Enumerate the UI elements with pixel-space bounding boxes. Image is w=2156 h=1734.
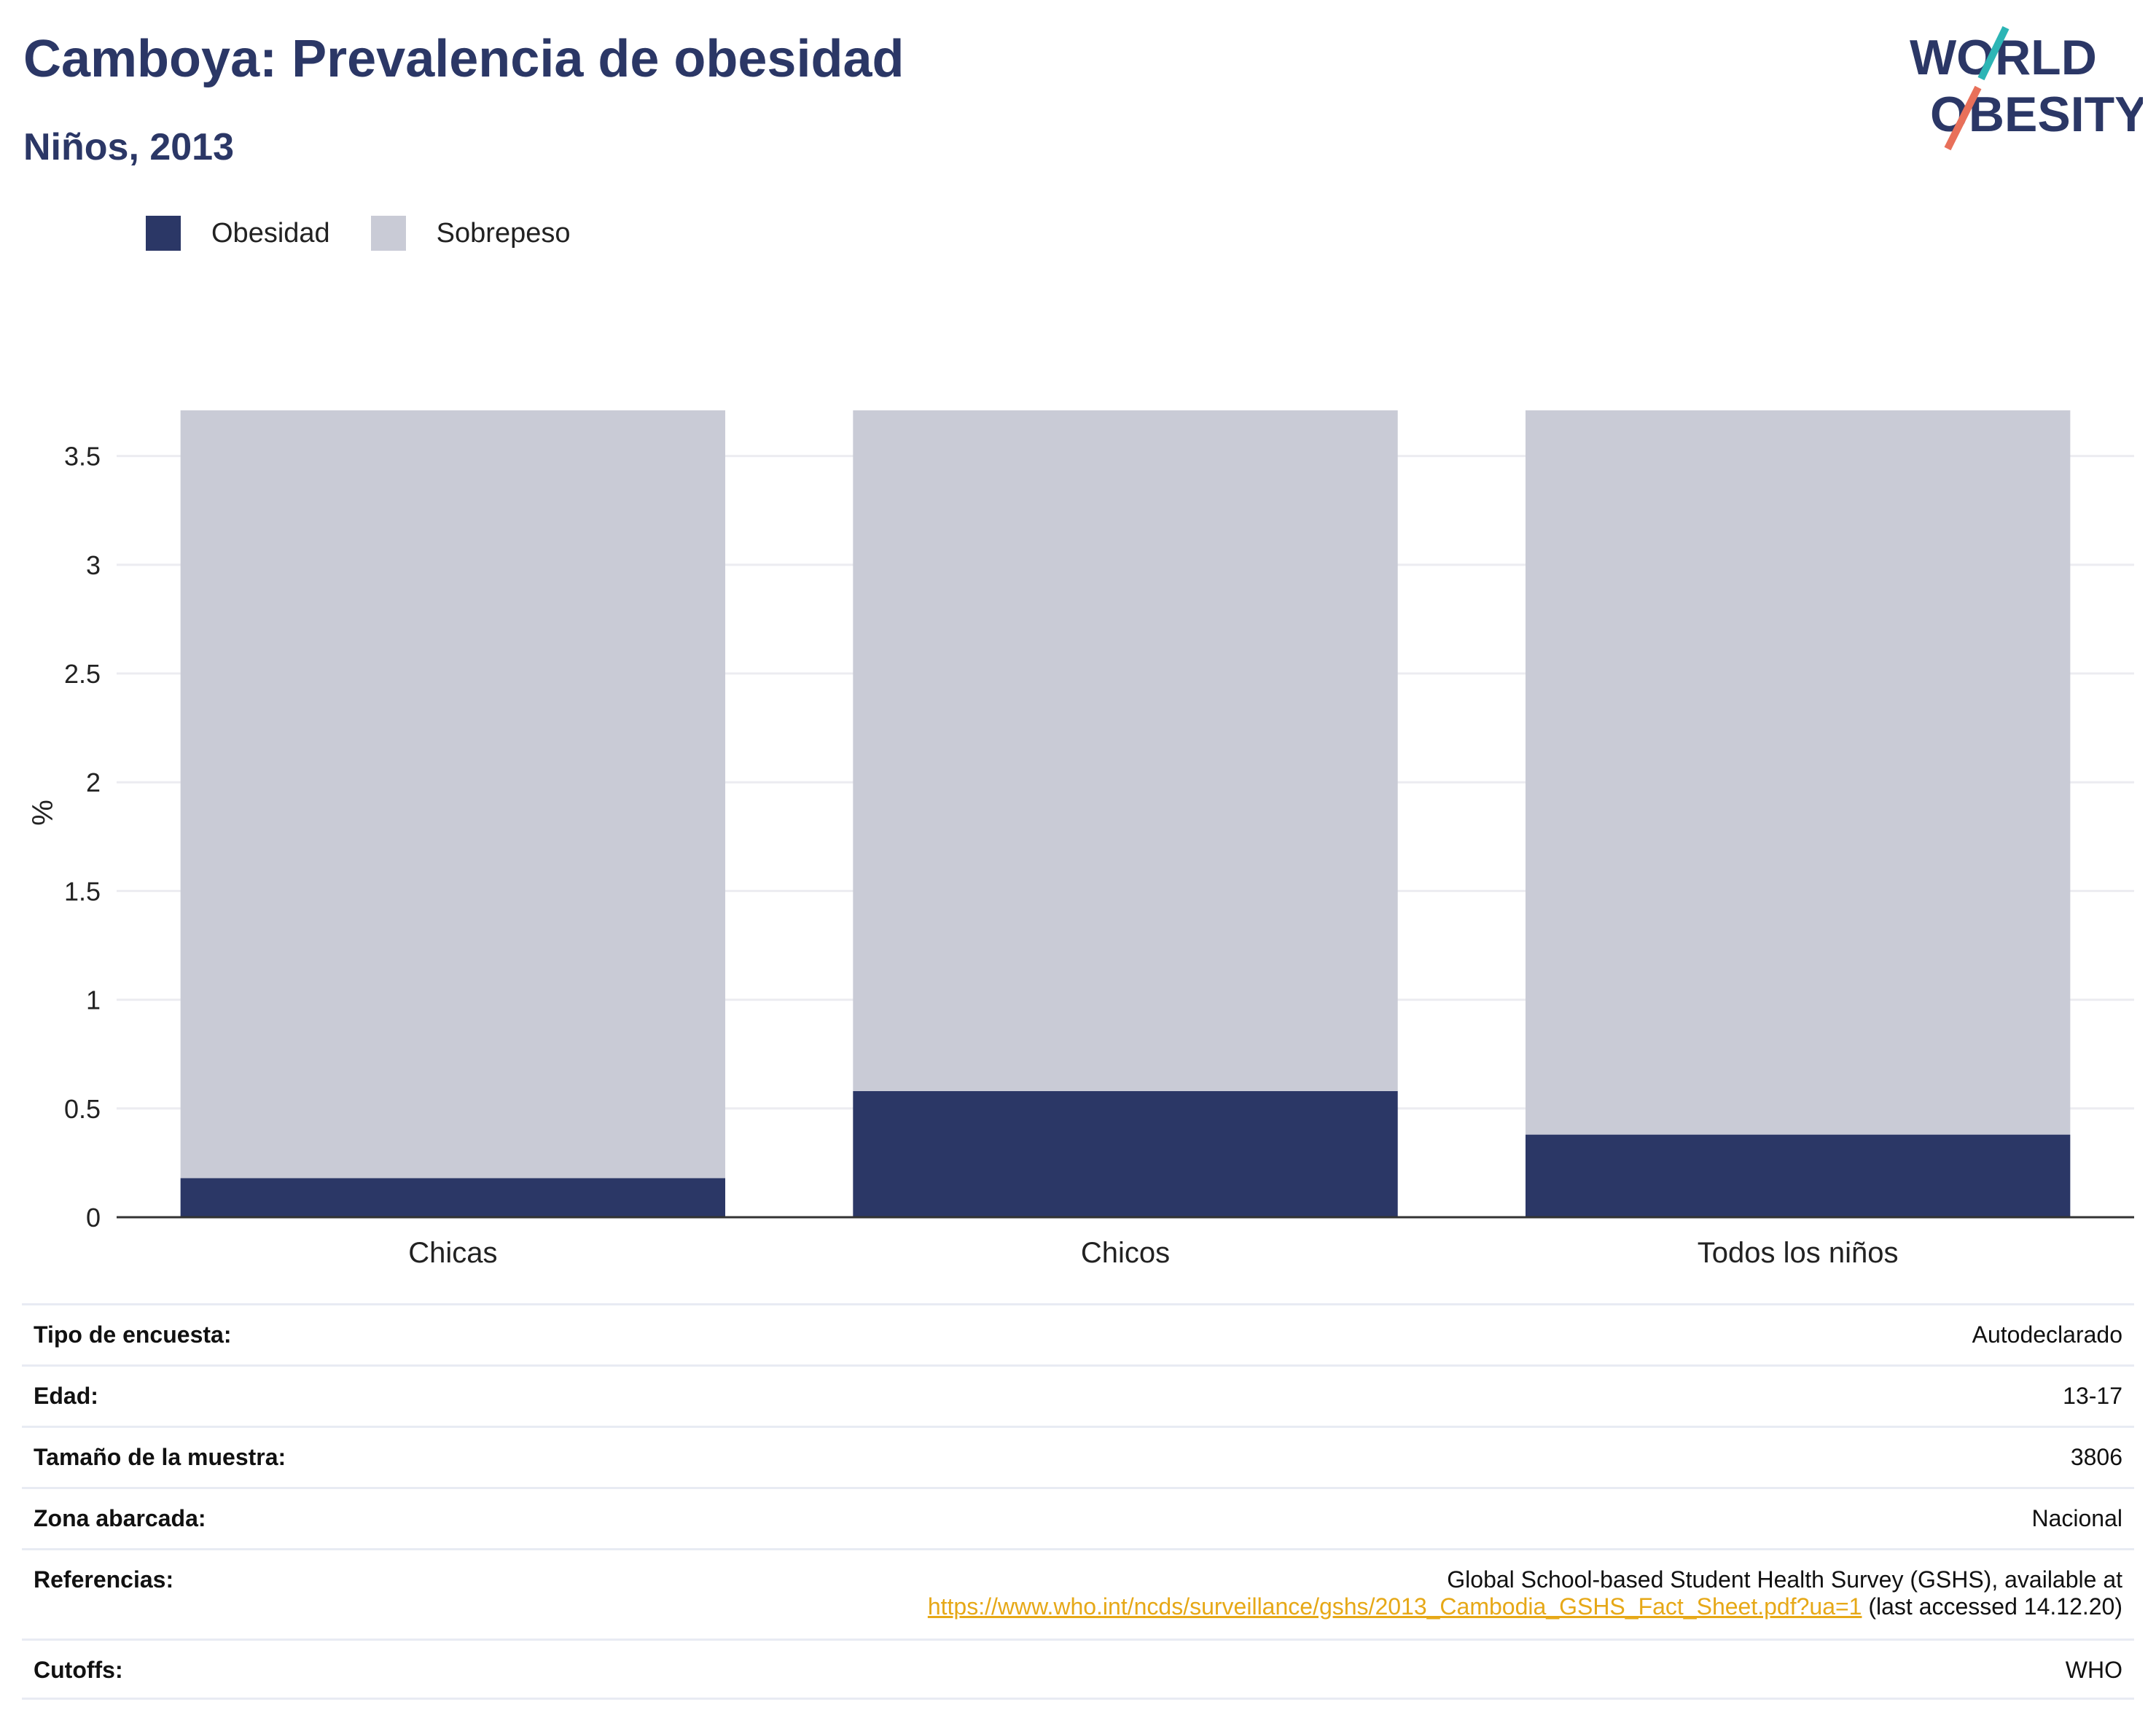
info-row-cutoffs: Cutoffs: WHO xyxy=(22,1639,2134,1700)
bar-chart: 0 0.5 1 1.5 2 2.5 3 3.5% Chicas Chicos Todos los n… xyxy=(27,410,2134,1269)
info-row-survey-type: Tipo de encuesta: Autodeclarado xyxy=(22,1303,2134,1364)
sample-size-label: Tamaño de la muestra: xyxy=(34,1444,286,1470)
legend-item-sobrepeso[interactable]: Sobrepeso xyxy=(370,216,571,251)
y-tick-label: 1 xyxy=(86,985,101,1015)
age-label: Edad: xyxy=(34,1383,98,1409)
bar-obesidad-2 xyxy=(1525,1134,2071,1217)
info-row-references: Referencias: Global School-based Student… xyxy=(22,1548,2134,1639)
info-row-area: Zona abarcada: Nacional xyxy=(22,1487,2134,1548)
logo-slash-teal xyxy=(1977,26,2009,81)
bar-sobrepeso-0 xyxy=(180,410,726,1179)
survey-info-table: Tipo de encuesta: Autodeclarado Edad: 13… xyxy=(22,1303,2134,1700)
legend-label-obesidad: Obesidad xyxy=(211,217,330,249)
references-value: Global School-based Student Health Surve… xyxy=(928,1566,2122,1620)
chart-legend: Obesidad Sobrepeso xyxy=(146,216,611,251)
world-obesity-logo: WORLD OBESITY xyxy=(1910,26,2143,151)
references-suffix: (last accessed 14.12.20) xyxy=(1862,1593,2122,1620)
area-value: Nacional xyxy=(2031,1505,2122,1531)
info-row-sample-size: Tamaño de la muestra: 3806 xyxy=(22,1426,2134,1487)
y-tick-label: 3 xyxy=(86,550,101,580)
bar-obesidad-1 xyxy=(853,1090,1398,1217)
area-label: Zona abarcada: xyxy=(34,1505,206,1531)
y-axis-label: % xyxy=(27,800,59,826)
x-tick-label: Chicas xyxy=(408,1237,497,1269)
info-row-age: Edad: 13-17 xyxy=(22,1364,2134,1426)
y-tick-label: 1.5 xyxy=(64,876,101,906)
bar-sobrepeso-1 xyxy=(853,410,1398,1091)
y-tick-label: 2.5 xyxy=(64,659,101,689)
legend-swatch-sobrepeso xyxy=(370,216,406,251)
y-tick-label: 0.5 xyxy=(64,1094,101,1124)
chart-subtitle: Niños, 2013 xyxy=(23,126,235,168)
survey-type-label: Tipo de encuesta: xyxy=(34,1321,232,1348)
references-link[interactable]: https://www.who.int/ncds/surveillance/gs… xyxy=(927,1593,1862,1620)
cutoffs-label: Cutoffs: xyxy=(34,1657,123,1683)
legend-swatch-obesidad xyxy=(146,216,181,251)
chart-title: Camboya: Prevalencia de obesidad xyxy=(23,30,905,88)
x-tick-label: Chicos xyxy=(1081,1237,1170,1269)
x-tick-label: Todos los niños xyxy=(1698,1237,1899,1269)
bar-obesidad-0 xyxy=(180,1178,726,1217)
y-tick-label: 0 xyxy=(86,1203,101,1233)
cutoffs-value: WHO xyxy=(2065,1657,2122,1683)
references-label: Referencias: xyxy=(34,1566,174,1593)
sample-size-value: 3806 xyxy=(2070,1444,2122,1470)
logo-slash-coral xyxy=(1944,85,1982,151)
survey-type-value: Autodeclarado xyxy=(1972,1321,2122,1348)
legend-label-sobrepeso: Sobrepeso xyxy=(436,217,571,249)
legend-item-obesidad[interactable]: Obesidad xyxy=(146,216,330,251)
y-tick-label: 3.5 xyxy=(64,442,101,472)
y-tick-label: 2 xyxy=(86,768,101,797)
age-value: 13-17 xyxy=(2063,1383,2122,1409)
bar-sobrepeso-2 xyxy=(1525,410,2071,1135)
references-text: Global School-based Student Health Surve… xyxy=(1447,1566,2122,1593)
